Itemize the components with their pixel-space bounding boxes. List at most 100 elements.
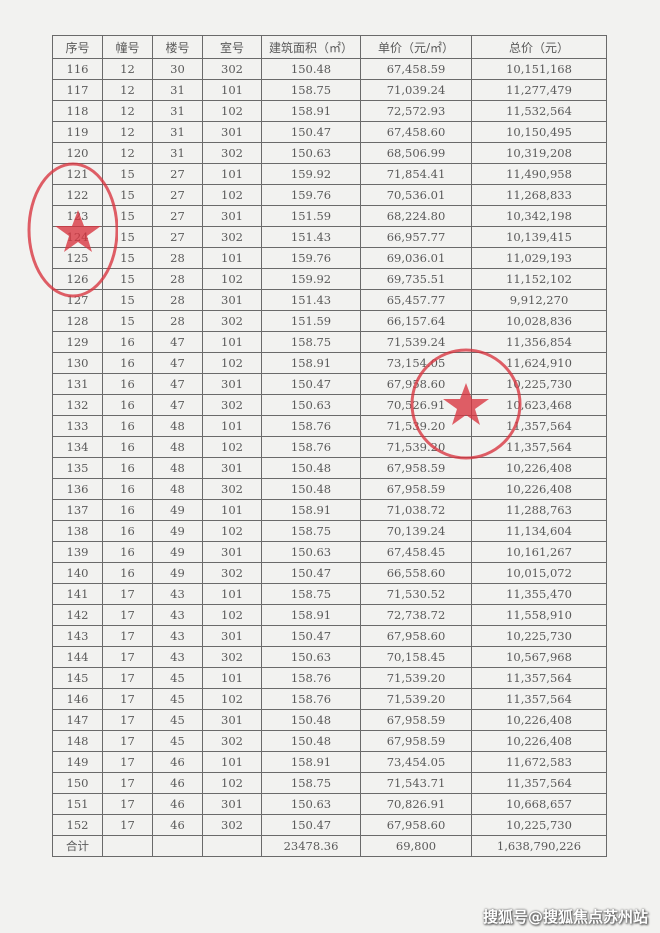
area-cell: 158.75 — [261, 520, 361, 542]
room-cell: 302 — [202, 226, 262, 248]
total-price-cell: 11,357,564 — [471, 436, 607, 458]
total-price-cell: 11,558,910 — [471, 604, 607, 626]
column-header: 单价（元/㎡） — [360, 35, 472, 59]
building-cell: 43 — [152, 625, 203, 647]
unit-price-cell: 67,958.60 — [360, 625, 472, 647]
total-price-cell: 10,225,730 — [471, 625, 607, 647]
seq-cell: 122 — [52, 184, 103, 206]
room-cell: 102 — [202, 436, 262, 458]
room-cell: 301 — [202, 457, 262, 479]
building-cell: 48 — [152, 478, 203, 500]
block-cell: 17 — [102, 751, 153, 773]
building-cell: 27 — [152, 226, 203, 248]
seq-cell: 117 — [52, 79, 103, 101]
table-row: 121 15 27 101 159.92 71,854.41 11,490,958 — [52, 163, 607, 185]
block-cell: 16 — [102, 520, 153, 542]
room-cell: 302 — [202, 730, 262, 752]
room-cell: 102 — [202, 352, 262, 374]
total-price-cell: 11,152,102 — [471, 268, 607, 290]
room-cell: 302 — [202, 814, 262, 836]
price-table: 序号 幢号 楼号 室号 建筑面积（㎡） 单价（元/㎡） 总价（元） 116 12 30 302 15… — [52, 35, 607, 857]
room-cell: 101 — [202, 331, 262, 353]
seq-cell: 138 — [52, 520, 103, 542]
area-cell: 158.91 — [261, 100, 361, 122]
room-cell: 101 — [202, 247, 262, 269]
area-cell: 158.75 — [261, 79, 361, 101]
total-price-cell: 11,356,854 — [471, 331, 607, 353]
building-cell: 28 — [152, 268, 203, 290]
area-cell: 150.47 — [261, 625, 361, 647]
area-cell: 159.92 — [261, 163, 361, 185]
column-header: 总价（元） — [471, 35, 607, 59]
room-cell: 102 — [202, 604, 262, 626]
building-cell: 49 — [152, 541, 203, 563]
table-row: 137 16 49 101 158.91 71,038.72 11,288,763 — [52, 499, 607, 521]
block-cell: 17 — [102, 646, 153, 668]
unit-price-cell: 67,458.45 — [360, 541, 472, 563]
total-area-cell: 23478.36 — [261, 835, 361, 857]
room-cell: 102 — [202, 100, 262, 122]
unit-price-cell: 71,530.52 — [360, 583, 472, 605]
total-price-cell: 11,357,564 — [471, 667, 607, 689]
seq-cell: 116 — [52, 58, 103, 80]
total-price-cell: 9,912,270 — [471, 289, 607, 311]
unit-price-cell: 71,539.20 — [360, 667, 472, 689]
seq-cell: 133 — [52, 415, 103, 437]
area-cell: 150.47 — [261, 562, 361, 584]
area-cell: 158.76 — [261, 688, 361, 710]
block-cell: 15 — [102, 310, 153, 332]
building-cell: 47 — [152, 394, 203, 416]
building-cell: 47 — [152, 331, 203, 353]
area-cell: 151.43 — [261, 226, 361, 248]
table-row: 142 17 43 102 158.91 72,738.72 11,558,910 — [52, 604, 607, 626]
room-cell: 302 — [202, 394, 262, 416]
area-cell: 150.48 — [261, 478, 361, 500]
total-price-cell: 10,319,208 — [471, 142, 607, 164]
table-row: 139 16 49 301 150.63 67,458.45 10,161,267 — [52, 541, 607, 563]
column-header: 序号 — [52, 35, 103, 59]
room-cell: 102 — [202, 688, 262, 710]
block-cell: 17 — [102, 814, 153, 836]
building-cell: 48 — [152, 436, 203, 458]
table-row: 140 16 49 302 150.47 66,558.60 10,015,072 — [52, 562, 607, 584]
seq-cell: 123 — [52, 205, 103, 227]
unit-price-cell: 68,506.99 — [360, 142, 472, 164]
table-row: 151 17 46 301 150.63 70,826.91 10,668,657 — [52, 793, 607, 815]
block-cell: 12 — [102, 100, 153, 122]
unit-price-cell: 65,457.77 — [360, 289, 472, 311]
table-row: 131 16 47 301 150.47 67,958.60 10,225,730 — [52, 373, 607, 395]
area-cell: 158.75 — [261, 772, 361, 794]
table-row: 132 16 47 302 150.63 70,526.91 10,623,468 — [52, 394, 607, 416]
seq-cell: 118 — [52, 100, 103, 122]
block-cell: 16 — [102, 562, 153, 584]
seq-cell: 151 — [52, 793, 103, 815]
unit-price-cell: 67,958.60 — [360, 373, 472, 395]
room-cell: 302 — [202, 562, 262, 584]
total-row: 合计 23478.36 69,800 1,638,790,226 — [52, 835, 607, 857]
seq-cell: 121 — [52, 163, 103, 185]
unit-price-cell: 66,157.64 — [360, 310, 472, 332]
room-cell: 302 — [202, 310, 262, 332]
table-row: 119 12 31 301 150.47 67,458.60 10,150,495 — [52, 121, 607, 143]
block-cell: 15 — [102, 184, 153, 206]
total-price-cell: 11,277,479 — [471, 79, 607, 101]
table-row: 144 17 43 302 150.63 70,158.45 10,567,968 — [52, 646, 607, 668]
total-price-cell: 11,672,583 — [471, 751, 607, 773]
unit-price-cell: 71,539.20 — [360, 688, 472, 710]
seq-cell: 136 — [52, 478, 103, 500]
seq-cell: 125 — [52, 247, 103, 269]
total-price-cell: 10,150,495 — [471, 121, 607, 143]
room-cell: 301 — [202, 709, 262, 731]
building-cell: 45 — [152, 688, 203, 710]
seq-cell: 130 — [52, 352, 103, 374]
block-cell: 16 — [102, 415, 153, 437]
seq-cell: 127 — [52, 289, 103, 311]
total-price-cell: 11,357,564 — [471, 688, 607, 710]
area-cell: 158.91 — [261, 751, 361, 773]
table-row: 122 15 27 102 159.76 70,536.01 11,268,833 — [52, 184, 607, 206]
seq-cell: 134 — [52, 436, 103, 458]
unit-price-cell: 71,539.24 — [360, 331, 472, 353]
unit-price-cell: 71,854.41 — [360, 163, 472, 185]
area-cell: 158.91 — [261, 604, 361, 626]
area-cell: 150.47 — [261, 121, 361, 143]
